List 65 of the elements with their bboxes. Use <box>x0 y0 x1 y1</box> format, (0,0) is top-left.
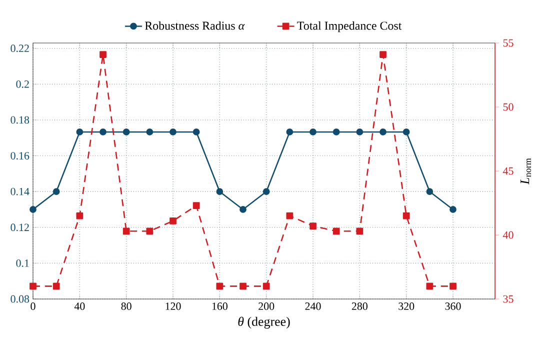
y-tick-label: 0.22 <box>10 44 29 52</box>
point <box>76 128 84 136</box>
point <box>262 188 270 196</box>
x-tick-label: 200 <box>258 302 274 310</box>
legend-label: Total Impedance Cost <box>297 21 402 32</box>
point <box>240 206 246 213</box>
x-tick-label: 40 <box>74 302 85 310</box>
y2-axis-title: L$_{norm}$ <box>520 158 531 185</box>
legend-label: Robustness Radius α <box>144 21 245 30</box>
point <box>216 188 224 196</box>
y-tick-label: 0.1 <box>16 259 29 267</box>
point <box>146 228 154 235</box>
x-tick-label: 120 <box>166 302 181 310</box>
point <box>450 282 456 290</box>
point <box>286 128 294 136</box>
y-tick-label: 0.2 <box>16 80 29 88</box>
point <box>402 212 410 220</box>
point <box>170 128 176 136</box>
point <box>356 228 364 235</box>
point <box>240 282 246 290</box>
y2-tick-label: 50 <box>503 103 514 111</box>
y-tick-label: 0.12 <box>10 224 29 232</box>
point <box>426 188 434 196</box>
point <box>332 128 340 136</box>
point <box>52 282 60 290</box>
point <box>310 222 316 230</box>
x-tick-label: 0 <box>30 302 36 310</box>
point <box>216 282 224 290</box>
point <box>76 212 84 220</box>
point <box>426 282 434 290</box>
point <box>122 228 130 235</box>
point <box>100 128 106 136</box>
point <box>356 128 364 136</box>
point <box>100 51 106 58</box>
x-tick-label: 160 <box>212 302 228 310</box>
y2-tick-label: 45 <box>503 167 514 175</box>
point <box>192 202 200 209</box>
point <box>332 228 340 235</box>
y2-tick-label: 35 <box>503 295 514 303</box>
x-tick-label: 280 <box>352 302 368 310</box>
point <box>262 282 270 290</box>
x-tick-label: 320 <box>398 302 414 310</box>
point <box>146 128 154 136</box>
x-axis-title: θ (degree) <box>238 316 290 329</box>
point <box>122 128 130 136</box>
point <box>402 128 410 136</box>
y-tick-label: 0.16 <box>10 152 30 160</box>
point <box>310 128 316 136</box>
y-tick-label: 0.08 <box>10 295 30 303</box>
point <box>170 217 176 224</box>
point <box>52 188 60 196</box>
x-tick-label: 360 <box>445 302 461 310</box>
point <box>380 51 386 58</box>
y-tick-label: 0.18 <box>10 116 30 124</box>
y-tick-label: 0.14 <box>10 188 30 196</box>
point <box>30 282 36 290</box>
x-tick-label: 240 <box>305 302 321 310</box>
point <box>286 212 294 220</box>
x-tick-label: 80 <box>121 302 132 310</box>
y2-tick-label: 55 <box>503 39 514 47</box>
point <box>450 206 456 213</box>
point <box>192 128 200 136</box>
y2-tick-label: 40 <box>503 231 514 239</box>
point <box>380 128 386 136</box>
point <box>30 206 36 213</box>
